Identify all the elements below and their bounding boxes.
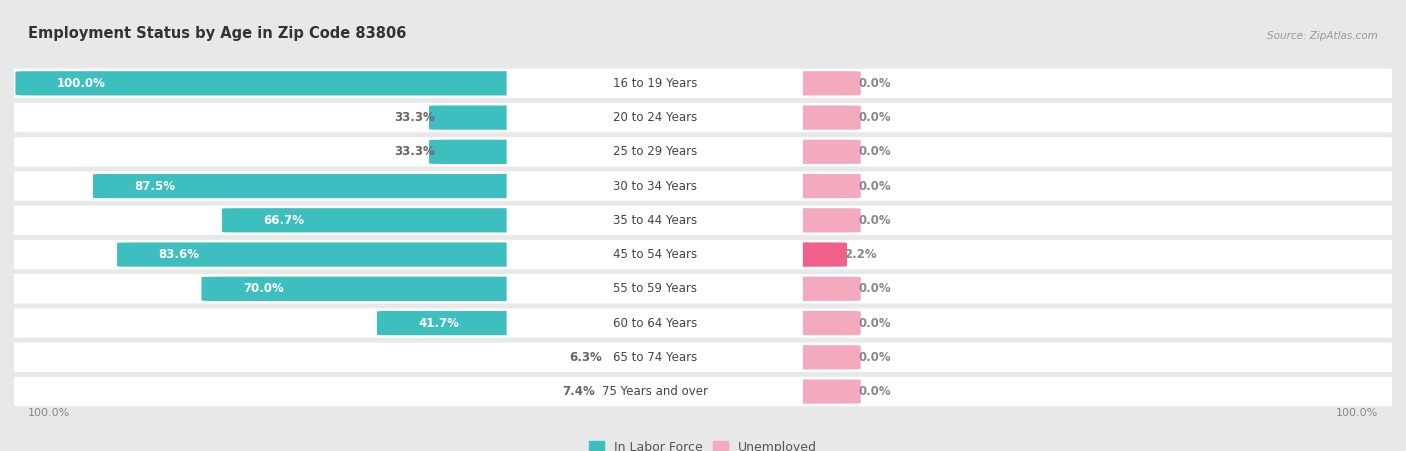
FancyBboxPatch shape (506, 241, 803, 268)
Text: 0.0%: 0.0% (858, 111, 890, 124)
Text: Employment Status by Age in Zip Code 83806: Employment Status by Age in Zip Code 838… (28, 26, 406, 41)
Text: 25 to 29 Years: 25 to 29 Years (613, 145, 697, 158)
FancyBboxPatch shape (201, 276, 669, 301)
Text: 0.0%: 0.0% (858, 385, 890, 398)
Text: 30 to 34 Years: 30 to 34 Years (613, 179, 697, 193)
Text: 60 to 64 Years: 60 to 64 Years (613, 317, 697, 330)
FancyBboxPatch shape (3, 206, 1403, 235)
Text: 83.6%: 83.6% (159, 248, 200, 261)
FancyBboxPatch shape (506, 104, 803, 131)
Text: 75 Years and over: 75 Years and over (602, 385, 707, 398)
Text: 2.2%: 2.2% (844, 248, 877, 261)
FancyBboxPatch shape (506, 276, 803, 302)
FancyBboxPatch shape (766, 243, 846, 267)
FancyBboxPatch shape (222, 208, 669, 232)
FancyBboxPatch shape (506, 207, 803, 234)
FancyBboxPatch shape (3, 103, 1403, 132)
FancyBboxPatch shape (3, 171, 1403, 201)
FancyBboxPatch shape (506, 173, 803, 199)
Text: 0.0%: 0.0% (858, 214, 890, 227)
Text: 0.0%: 0.0% (858, 317, 890, 330)
FancyBboxPatch shape (506, 378, 803, 405)
FancyBboxPatch shape (766, 71, 860, 96)
FancyBboxPatch shape (3, 137, 1403, 166)
Text: 16 to 19 Years: 16 to 19 Years (613, 77, 697, 90)
Text: 6.3%: 6.3% (569, 351, 602, 364)
FancyBboxPatch shape (506, 138, 803, 165)
Legend: In Labor Force, Unemployed: In Labor Force, Unemployed (583, 436, 823, 451)
Text: 41.7%: 41.7% (418, 317, 460, 330)
FancyBboxPatch shape (3, 377, 1403, 406)
FancyBboxPatch shape (93, 174, 669, 198)
FancyBboxPatch shape (766, 140, 860, 164)
Text: 20 to 24 Years: 20 to 24 Years (613, 111, 697, 124)
Text: 0.0%: 0.0% (858, 145, 890, 158)
FancyBboxPatch shape (429, 106, 669, 130)
Text: 100.0%: 100.0% (56, 77, 105, 90)
FancyBboxPatch shape (3, 343, 1403, 372)
Text: 70.0%: 70.0% (243, 282, 284, 295)
FancyBboxPatch shape (766, 174, 860, 198)
Text: 0.0%: 0.0% (858, 77, 890, 90)
Text: 0.0%: 0.0% (858, 282, 890, 295)
FancyBboxPatch shape (766, 106, 860, 130)
FancyBboxPatch shape (589, 379, 669, 404)
Text: 7.4%: 7.4% (562, 385, 595, 398)
FancyBboxPatch shape (15, 71, 669, 96)
FancyBboxPatch shape (3, 308, 1403, 338)
FancyBboxPatch shape (3, 274, 1403, 304)
FancyBboxPatch shape (766, 311, 860, 335)
FancyBboxPatch shape (766, 276, 860, 301)
FancyBboxPatch shape (3, 69, 1403, 98)
FancyBboxPatch shape (596, 345, 669, 369)
FancyBboxPatch shape (766, 208, 860, 232)
Text: 55 to 59 Years: 55 to 59 Years (613, 282, 697, 295)
Text: 66.7%: 66.7% (263, 214, 304, 227)
Text: 45 to 54 Years: 45 to 54 Years (613, 248, 697, 261)
Text: 87.5%: 87.5% (135, 179, 176, 193)
Text: 100.0%: 100.0% (1336, 408, 1378, 418)
FancyBboxPatch shape (506, 310, 803, 336)
Text: Source: ZipAtlas.com: Source: ZipAtlas.com (1267, 31, 1378, 41)
Text: 33.3%: 33.3% (394, 145, 434, 158)
Text: 33.3%: 33.3% (394, 111, 434, 124)
Text: 35 to 44 Years: 35 to 44 Years (613, 214, 697, 227)
FancyBboxPatch shape (506, 344, 803, 371)
Text: 100.0%: 100.0% (28, 408, 70, 418)
FancyBboxPatch shape (429, 140, 669, 164)
FancyBboxPatch shape (766, 379, 860, 404)
FancyBboxPatch shape (3, 240, 1403, 269)
FancyBboxPatch shape (506, 70, 803, 97)
FancyBboxPatch shape (377, 311, 669, 335)
Text: 0.0%: 0.0% (858, 351, 890, 364)
Text: 65 to 74 Years: 65 to 74 Years (613, 351, 697, 364)
FancyBboxPatch shape (766, 345, 860, 369)
Text: 0.0%: 0.0% (858, 179, 890, 193)
FancyBboxPatch shape (117, 243, 669, 267)
